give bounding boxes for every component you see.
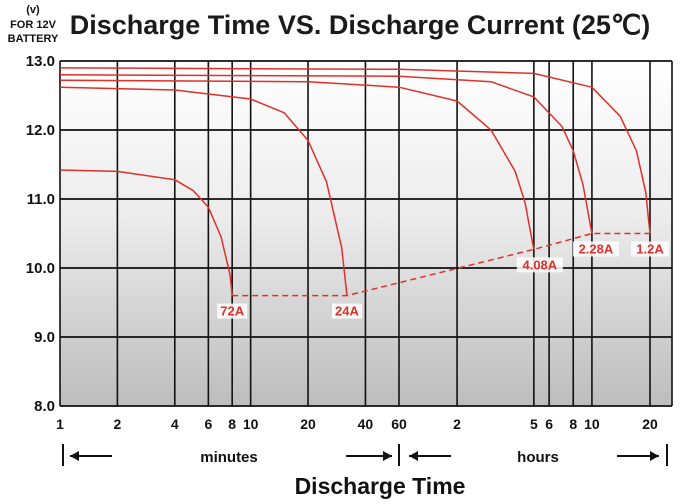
series-curve xyxy=(59,74,593,234)
curve-label: 72A xyxy=(220,304,244,319)
series-curve xyxy=(59,169,233,296)
y-unit-label: (v) xyxy=(26,4,40,16)
x-tick-label: 20 xyxy=(642,416,658,432)
y-tick-label: 9.0 xyxy=(34,329,55,346)
x-tick-label: 2 xyxy=(453,416,461,432)
x-tick-label: 1 xyxy=(56,416,64,432)
curve-label-bg xyxy=(331,303,362,319)
y-tick-label: 13.0 xyxy=(26,53,55,70)
x-tick-label: 4 xyxy=(171,416,179,432)
curve-labels: 72A 24A 4.08A 2.28A 1.2A xyxy=(217,241,669,319)
series-curve xyxy=(59,79,535,250)
y-tick-label: 11.0 xyxy=(27,191,55,208)
y-tick-label: 10.0 xyxy=(26,260,55,277)
segment-arrowhead xyxy=(650,451,659,461)
curve-label: 4.08A xyxy=(522,257,557,272)
series-curve xyxy=(59,86,348,296)
x-tick-label: 2 xyxy=(113,416,121,432)
curve-label: 2.28A xyxy=(579,242,614,257)
curve-label-bg xyxy=(217,303,248,319)
curve-label-bg xyxy=(572,241,619,257)
curve-label-bg xyxy=(631,241,669,257)
y-label-line1: FOR 12V xyxy=(10,19,57,31)
segment-label: minutes xyxy=(200,449,258,466)
curves xyxy=(59,67,651,296)
segment-arrowhead xyxy=(70,451,79,461)
y-tick-label: 12.0 xyxy=(26,122,55,139)
chart-title: Discharge Time VS. Discharge Current (25… xyxy=(70,10,651,40)
x-tick-label: 10 xyxy=(243,416,259,432)
segment-label: hours xyxy=(517,449,559,466)
time-segments: minutes hours xyxy=(62,444,668,466)
x-tick-label: 20 xyxy=(300,416,316,432)
curve-label-bg xyxy=(516,257,563,273)
x-tick-label: 8 xyxy=(569,416,577,432)
y-label-line2: BATTERY xyxy=(8,33,59,45)
x-axis-ticks: 1 2 4 6 8 10 20 40 60 2 5 6 8 10 20 xyxy=(56,416,658,432)
x-tick-label: 8 xyxy=(228,416,236,432)
curve-label: 24A xyxy=(335,304,359,319)
x-tick-label: 6 xyxy=(204,416,212,432)
x-tick-label: 10 xyxy=(584,416,600,432)
series-curve xyxy=(59,67,651,234)
segment-arrowhead xyxy=(409,451,418,461)
x-tick-label: 60 xyxy=(391,416,407,432)
segment-arrowhead xyxy=(383,451,392,461)
curve-label: 1.2A xyxy=(636,242,664,257)
y-axis-ticks: 13.0 12.0 11.0 10.0 9.0 8.0 xyxy=(26,53,55,415)
x-tick-label: 6 xyxy=(545,416,553,432)
x-axis-label: Discharge Time xyxy=(295,473,466,499)
x-tick-label: 5 xyxy=(530,416,538,432)
x-tick-label: 40 xyxy=(358,416,374,432)
y-tick-label: 8.0 xyxy=(34,398,55,415)
